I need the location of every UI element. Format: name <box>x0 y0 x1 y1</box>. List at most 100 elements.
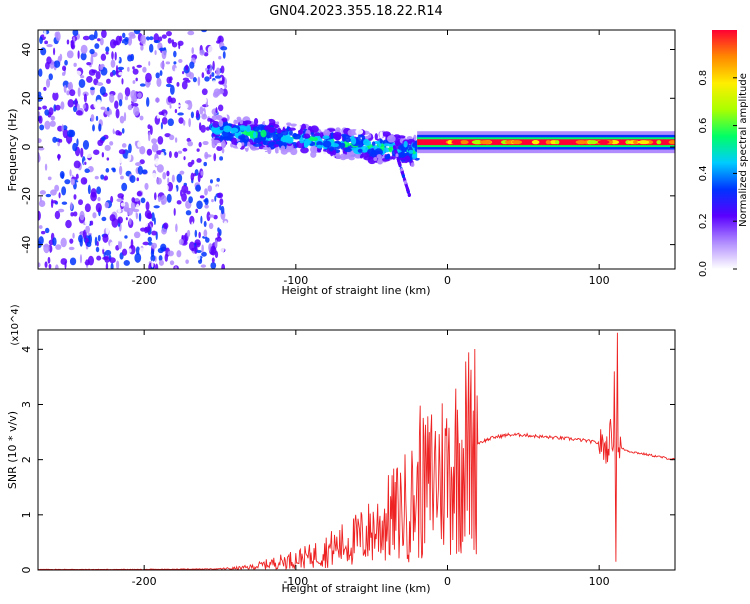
noise-cell <box>204 76 210 82</box>
signal-cell <box>280 145 286 151</box>
noise-cell <box>139 83 146 87</box>
noise-cell <box>182 71 185 75</box>
noise-cell <box>106 78 111 84</box>
noise-cell <box>43 30 47 38</box>
noise-cell <box>185 79 191 83</box>
noise-cell <box>60 101 65 110</box>
noise-cell <box>202 140 209 146</box>
noise-cell <box>68 246 75 251</box>
noise-cell <box>134 252 142 263</box>
signal-cell <box>273 144 279 148</box>
noise-cell <box>105 46 110 53</box>
noise-cell <box>124 235 128 239</box>
noise-cell <box>209 179 213 184</box>
noise-cell <box>125 217 128 221</box>
line-spot <box>587 140 598 145</box>
noise-cell <box>38 115 43 124</box>
noise-cell <box>74 98 78 108</box>
noise-cell <box>118 71 123 76</box>
noise-cell <box>38 225 43 229</box>
noise-cell <box>78 199 84 206</box>
noise-cell <box>219 198 224 206</box>
signal-cell <box>386 135 396 143</box>
noise-cell <box>58 192 61 199</box>
noise-cell <box>167 250 174 257</box>
noise-cell <box>106 106 110 112</box>
noise-cell <box>181 80 188 90</box>
noise-cell <box>218 55 222 60</box>
noise-cell <box>67 129 74 138</box>
noise-cell <box>147 236 152 243</box>
noise-cell <box>202 186 205 197</box>
noise-cell <box>151 242 158 249</box>
snr-panel: -200 -100 0 100 0 1 2 3 4 Height of straight lin… <box>6 304 676 595</box>
signal-cell <box>231 137 238 145</box>
signal-cell <box>253 143 262 147</box>
noise-cell <box>70 202 73 210</box>
signal-cell <box>394 140 401 147</box>
noise-cell <box>217 227 220 233</box>
noise-cell <box>96 241 99 247</box>
noise-cell <box>194 245 198 255</box>
noise-cell <box>94 30 98 39</box>
line-spot <box>532 140 540 145</box>
noise-cell <box>90 55 94 66</box>
noise-cell <box>204 154 212 158</box>
tail-cell <box>395 153 399 158</box>
noise-cell <box>183 132 188 138</box>
noise-cell <box>161 49 167 60</box>
noise-cell <box>160 61 165 69</box>
noise-cell <box>51 200 58 204</box>
noise-cell <box>157 196 161 202</box>
spectrogram-xlabel: Height of straight line (km) <box>281 284 430 297</box>
line-spot <box>471 140 484 145</box>
noise-cell <box>215 107 218 114</box>
noise-cell <box>57 153 60 161</box>
noise-cell <box>160 122 163 130</box>
noise-cell <box>53 47 56 56</box>
noise-cell <box>168 134 175 141</box>
noise-cell <box>139 146 146 155</box>
noise-cell <box>67 99 74 108</box>
noise-cell <box>57 208 65 213</box>
noise-cell <box>110 59 116 68</box>
noise-cell <box>89 48 95 55</box>
noise-cell <box>72 232 75 239</box>
noise-cell <box>173 50 177 58</box>
noise-cell <box>151 143 159 153</box>
noise-cell <box>158 255 163 262</box>
noise-cell <box>116 198 123 203</box>
snr-xlabel: Height of straight line (km) <box>281 582 430 595</box>
noise-cell <box>38 138 42 144</box>
noise-cell <box>137 141 142 148</box>
signal-cell <box>403 140 408 148</box>
line-spot <box>479 140 492 145</box>
signal-cell <box>299 137 305 144</box>
noise-cell <box>190 172 195 181</box>
noise-cell <box>38 106 42 111</box>
snr-multiplier: (x10^4) <box>10 304 21 345</box>
noise-cell <box>196 249 202 253</box>
noise-cell <box>199 49 205 56</box>
noise-cell <box>54 264 59 269</box>
noise-cell <box>59 170 65 179</box>
tail-cell <box>403 180 407 185</box>
noise-cell <box>194 229 198 238</box>
noise-cell <box>161 117 168 125</box>
x-tick-label: -100 <box>283 575 308 588</box>
noise-cell <box>158 47 166 51</box>
noise-cell <box>184 103 189 109</box>
noise-cell <box>162 172 167 180</box>
noise-cell <box>165 61 171 65</box>
noise-cell <box>166 233 170 242</box>
noise-cell <box>93 222 99 227</box>
tail-cell <box>396 156 400 161</box>
noise-cell <box>149 43 154 53</box>
noise-cell <box>48 73 53 81</box>
noise-cell <box>119 115 125 124</box>
noise-cell <box>50 115 56 121</box>
noise-cell <box>90 188 97 198</box>
noise-cell <box>82 140 90 150</box>
noise-cell <box>82 35 90 41</box>
noise-cell <box>78 78 86 88</box>
